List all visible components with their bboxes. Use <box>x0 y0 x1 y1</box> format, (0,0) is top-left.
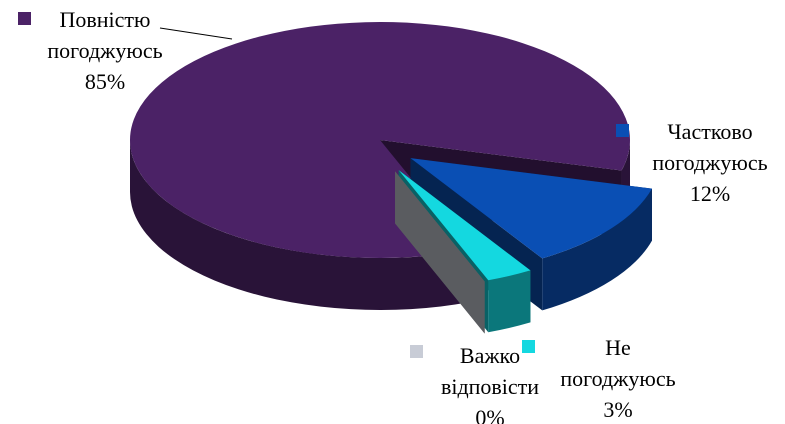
category-label: Важко відповісти <box>441 343 539 399</box>
value-label: 0% <box>475 405 504 424</box>
category-label: Повністю погоджуюсь <box>47 7 162 63</box>
value-label: 3% <box>603 397 632 422</box>
value-label: 85% <box>85 69 125 94</box>
label-line: Важко <box>460 343 520 368</box>
legend-marker <box>410 345 423 358</box>
slice-wall <box>130 140 470 310</box>
leader-line <box>159 27 233 40</box>
label-line: Повністю <box>60 7 151 32</box>
label-line: погоджуюсь <box>652 150 767 175</box>
label-line: погоджуюсь <box>560 366 675 391</box>
legend-marker <box>522 340 535 353</box>
category-label: Частково погоджуюсь <box>652 119 767 175</box>
slice-wall <box>542 188 652 311</box>
label-line: Частково <box>667 119 752 144</box>
category-label: Не погоджуюсь <box>560 335 675 391</box>
slice <box>395 171 485 334</box>
slice-top <box>130 22 630 259</box>
label-line: відповісти <box>441 374 539 399</box>
slice-top <box>410 158 652 259</box>
label-line: Не <box>605 335 631 360</box>
legend-marker <box>616 124 629 137</box>
slice-wall <box>488 270 531 333</box>
value-label: 12% <box>690 181 730 206</box>
slice-top <box>395 171 485 282</box>
label-line: погоджуюсь <box>47 38 162 63</box>
slice-side <box>395 171 485 334</box>
slice-top <box>398 170 531 281</box>
legend-marker <box>18 12 31 25</box>
